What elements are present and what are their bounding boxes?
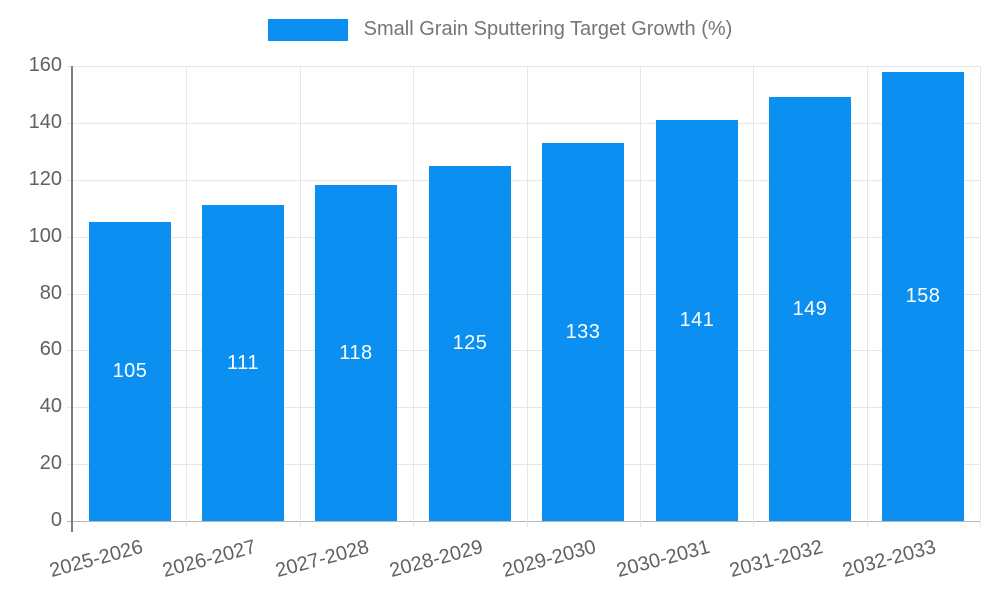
x-gridline (300, 66, 301, 527)
y-axis-tick-label: 60 (39, 338, 62, 360)
x-axis-tick-label: 2026-2027 (160, 536, 259, 583)
bar-value-label: 158 (905, 285, 941, 307)
legend-swatch (267, 18, 348, 41)
y-axis-tick-label: 80 (39, 282, 62, 304)
x-gridline (867, 66, 868, 527)
bar-value-label: 105 (112, 360, 148, 382)
x-axis-tick-label: 2031-2032 (727, 536, 826, 583)
bar[interactable]: 111 (202, 205, 284, 521)
bar-value-label: 141 (679, 309, 715, 331)
x-axis-tick-label: 2030-2031 (614, 536, 713, 583)
chart-legend: Small Grain Sputtering Target Growth (%) (0, 18, 1000, 41)
bar[interactable]: 125 (429, 166, 511, 521)
y-axis-tick-label: 140 (28, 111, 62, 133)
y-axis-tick-label: 0 (50, 509, 62, 531)
y-gridline (67, 464, 980, 465)
y-gridline (67, 407, 980, 408)
x-gridline (186, 66, 187, 527)
y-axis-line (71, 66, 73, 532)
x-axis-baseline (67, 521, 980, 522)
x-axis-tick-label: 2027-2028 (273, 536, 372, 583)
bar[interactable]: 133 (542, 143, 624, 521)
y-gridline (67, 180, 980, 181)
x-gridline (640, 66, 641, 527)
bar[interactable]: 149 (769, 97, 851, 521)
bar-value-label: 149 (792, 297, 828, 320)
y-axis-tick-label: 100 (28, 225, 62, 247)
bar-value-label: 125 (452, 332, 488, 354)
bar[interactable]: 141 (656, 120, 738, 521)
bar[interactable]: 118 (315, 185, 397, 521)
y-axis-tick-label: 40 (39, 395, 62, 417)
x-gridline (980, 66, 981, 527)
x-axis-tick-label: 2029-2030 (500, 536, 599, 583)
y-gridline (67, 237, 980, 238)
bar[interactable]: 158 (882, 72, 964, 521)
y-gridline (67, 350, 980, 351)
x-gridline (527, 66, 528, 527)
y-axis-tick-label: 160 (28, 54, 62, 76)
x-axis-tick-label: 2032-2033 (840, 536, 939, 583)
bar[interactable]: 105 (89, 222, 171, 521)
y-gridline (67, 294, 980, 295)
x-gridline (413, 66, 414, 527)
y-gridline (67, 66, 980, 67)
bar-value-label: 118 (339, 341, 373, 364)
x-axis-tick-label: 2025-2026 (47, 536, 146, 583)
legend-label: Small Grain Sputtering Target Growth (%) (363, 18, 733, 40)
y-axis-tick-label: 120 (28, 168, 62, 190)
y-axis-tick-label: 20 (39, 452, 62, 474)
x-gridline (753, 66, 754, 527)
y-gridline (67, 123, 980, 124)
bar-value-label: 133 (565, 320, 601, 343)
x-axis-tick-label: 2028-2029 (387, 536, 486, 583)
bar-value-label: 111 (227, 351, 259, 374)
